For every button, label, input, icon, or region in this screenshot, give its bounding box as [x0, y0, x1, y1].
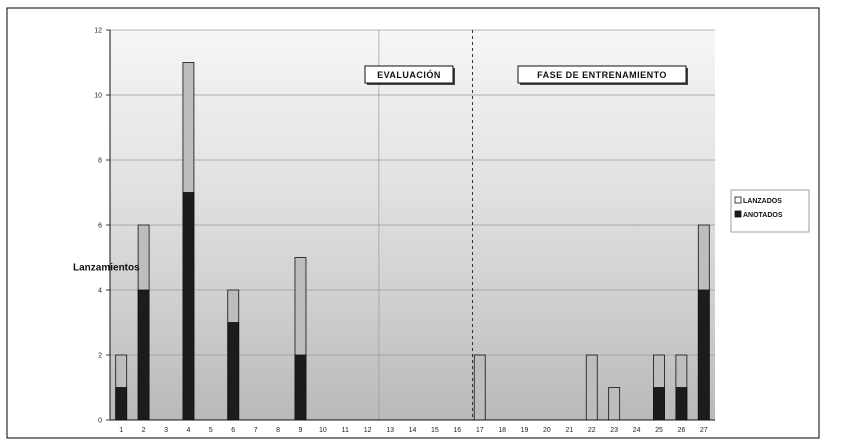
legend-swatch-lanzados: [734, 196, 742, 204]
x-tick-label-13: 13: [386, 427, 394, 434]
legend-label-lanzados: LANZADOS: [743, 198, 782, 205]
x-tick-label-15: 15: [431, 427, 439, 434]
x-tick-label-22: 22: [588, 427, 596, 434]
x-tick-label-10: 10: [319, 427, 327, 434]
x-tick-label-5: 5: [209, 427, 213, 434]
bar-anotados-25: [653, 387, 665, 421]
x-tick-label-12: 12: [364, 427, 372, 434]
bar-anotados-1: [115, 387, 128, 421]
x-tick-label-21: 21: [565, 427, 573, 434]
legend: LANZADOS ANOTADOS: [730, 189, 810, 233]
x-tick-label-20: 20: [543, 427, 551, 434]
annotation-fase-entrenamiento-box: [517, 65, 687, 84]
x-tick-label-4: 4: [186, 427, 190, 434]
bar-anotados-9: [294, 354, 307, 421]
y-tick-label-2: 2: [98, 353, 102, 360]
x-tick-label-6: 6: [231, 427, 235, 434]
x-tick-label-2: 2: [142, 427, 146, 434]
x-tick-label-24: 24: [633, 427, 641, 434]
x-tick-label-8: 8: [276, 427, 280, 434]
bars: [115, 62, 710, 421]
x-tick-label-9: 9: [299, 427, 303, 434]
x-tick-label-14: 14: [409, 427, 417, 434]
bar-anotados-4: [182, 192, 195, 421]
bar-lanzados-17: [473, 354, 486, 421]
legend-box: [730, 189, 810, 233]
axes: [106, 29, 715, 421]
legend-swatch-anotados: [734, 210, 742, 218]
bar-anotados-26: [675, 387, 688, 421]
x-tick-label-25: 25: [655, 427, 663, 434]
x-tick-label-1: 1: [119, 427, 123, 434]
x-tick-label-23: 23: [610, 427, 618, 434]
bar-lanzados-22: [585, 354, 598, 421]
bar-anotados-27: [697, 289, 710, 421]
y-tick-label-0: 0: [98, 418, 102, 425]
annotation-fase-entrenamiento-group: FASE DE ENTRENAMIENTO: [517, 65, 688, 85]
y-tick-label-4: 4: [98, 288, 102, 295]
x-tick-label-26: 26: [677, 427, 685, 434]
x-tick-label-11: 11: [342, 427, 349, 434]
y-tick-label-6: 6: [98, 223, 102, 230]
legend-label-anotados: ANOTADOS: [743, 212, 783, 219]
bar-anotados-2: [137, 289, 150, 421]
y-tick-label-8: 8: [98, 158, 102, 165]
y-tick-label-10: 10: [94, 93, 102, 100]
bar-lanzados-23: [608, 387, 621, 421]
annotation-evaluacion-box: [364, 65, 454, 84]
x-tick-label-18: 18: [498, 427, 506, 434]
x-tick-label-27: 27: [700, 427, 708, 434]
bar-anotados-6: [227, 322, 240, 421]
x-tick-label-17: 17: [476, 427, 484, 434]
annotation-evaluacion: EVALUACIÓN: [377, 69, 441, 80]
y-tick-label-12: 12: [94, 28, 102, 35]
annotation-fase-entrenamiento: FASE DE ENTRENAMIENTO: [537, 70, 667, 80]
x-tick-label-19: 19: [521, 427, 529, 434]
y-axis-label: Lanzamientos: [73, 263, 140, 274]
x-tick-label-3: 3: [164, 427, 168, 434]
annotation-evaluacion-group: EVALUACIÓN: [364, 65, 455, 85]
phase-annotations: EVALUACIÓN FASE DE ENTRENAMIENTO: [364, 65, 688, 85]
x-tick-label-7: 7: [254, 427, 258, 434]
x-tick-label-16: 16: [453, 427, 461, 434]
